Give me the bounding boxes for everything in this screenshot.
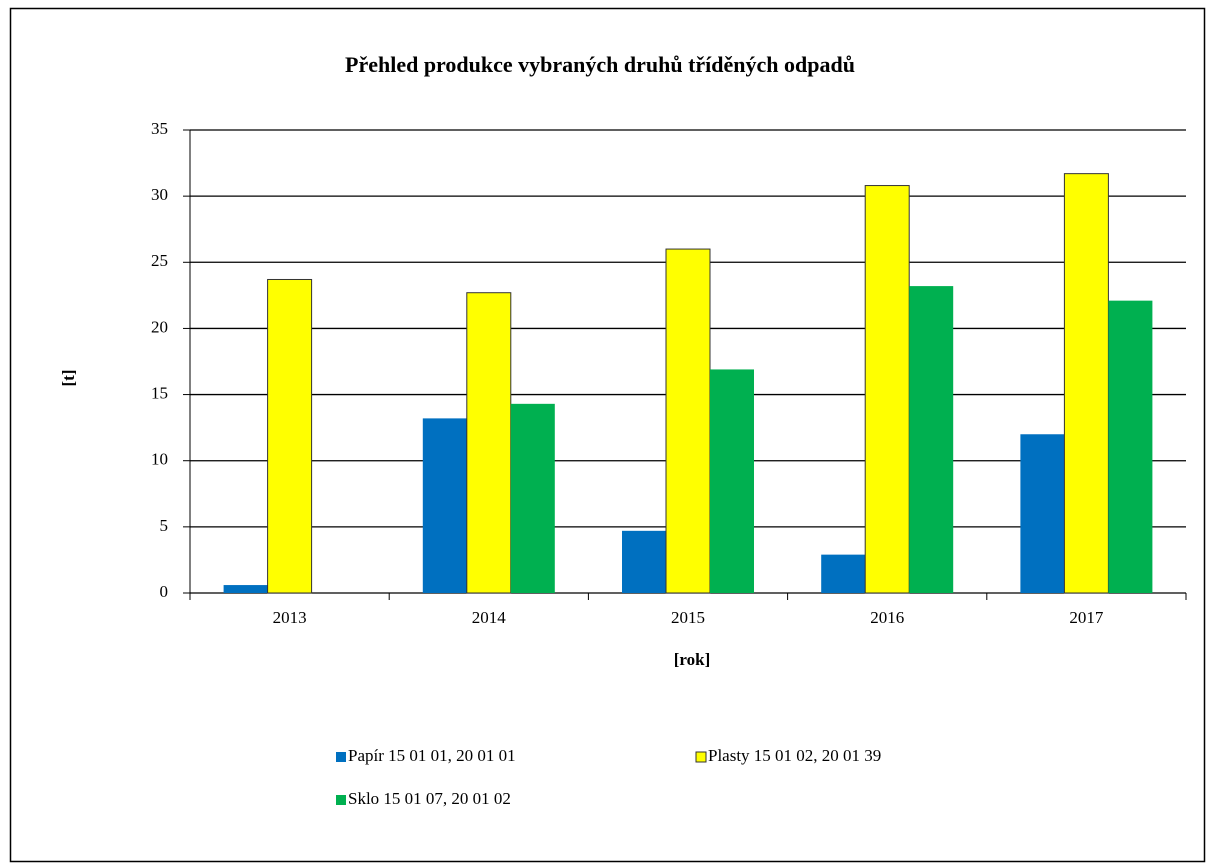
bar xyxy=(1020,434,1065,593)
legend-swatch xyxy=(336,752,346,762)
y-axis-label: [t] xyxy=(59,370,78,387)
bar xyxy=(1063,173,1109,594)
bar xyxy=(864,185,910,594)
legend-swatch xyxy=(695,751,707,763)
y-tick-label: 20 xyxy=(151,317,168,336)
legend-label: Papír 15 01 01, 20 01 01 xyxy=(348,746,516,765)
y-tick-label: 25 xyxy=(151,251,168,270)
chart-title: Přehled produkce vybraných druhů tříděný… xyxy=(345,52,855,77)
bar xyxy=(1108,300,1153,593)
bar xyxy=(665,248,711,594)
bar xyxy=(267,278,313,594)
x-tick-label: 2015 xyxy=(671,608,705,627)
bar xyxy=(223,585,268,593)
y-tick-label: 5 xyxy=(160,516,169,535)
y-tick-label: 30 xyxy=(151,185,168,204)
bar xyxy=(466,292,512,594)
y-tick-label: 35 xyxy=(151,119,168,138)
bar xyxy=(422,418,467,593)
bar xyxy=(909,286,954,593)
x-axis-label: [rok] xyxy=(674,650,711,669)
y-tick-label: 10 xyxy=(151,450,168,469)
bar xyxy=(710,369,754,593)
x-tick-label: 2017 xyxy=(1069,608,1104,627)
bar xyxy=(622,530,666,593)
x-tick-label: 2014 xyxy=(472,608,507,627)
x-tick-label: 2013 xyxy=(273,608,307,627)
y-tick-label: 0 xyxy=(160,582,169,601)
y-tick-label: 15 xyxy=(151,383,168,402)
bar xyxy=(821,554,866,593)
chart-frame xyxy=(9,7,1206,863)
x-tick-label: 2016 xyxy=(870,608,904,627)
bar xyxy=(510,403,555,593)
legend-label: Sklo 15 01 07, 20 01 02 xyxy=(348,789,511,808)
legend-label: Plasty 15 01 02, 20 01 39 xyxy=(708,746,881,765)
legend-swatch xyxy=(336,795,346,805)
